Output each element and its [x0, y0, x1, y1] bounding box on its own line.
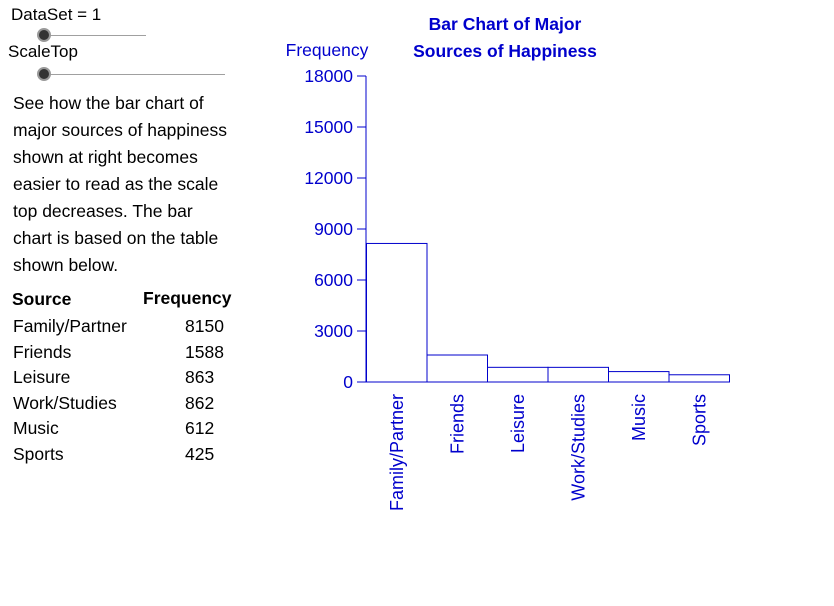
x-tick-label: Work/Studies [568, 394, 588, 501]
description-text: See how the bar chart of major sources o… [13, 93, 227, 275]
x-tick-label: Sports [689, 394, 709, 446]
table-cell-frequency: 612 [185, 418, 215, 438]
x-tick-label: Leisure [508, 394, 528, 453]
dataset-slider-knob[interactable] [37, 28, 51, 42]
bar-sports [668, 374, 730, 383]
x-tick-label: Music [629, 394, 649, 441]
y-tick-label: 15000 [304, 117, 353, 137]
table-cell-source: Sports [13, 443, 64, 464]
y-axis-label: Frequency [286, 40, 369, 60]
table-cell-source: Friends [13, 341, 72, 362]
chart-title-line: Bar Chart of Major [429, 14, 582, 34]
x-tick-label: Family/Partner [387, 394, 407, 511]
table-cell-source: Family/Partner [13, 316, 127, 336]
y-tick-label: 3000 [314, 321, 353, 341]
bar-music [608, 371, 670, 383]
y-tick-label: 9000 [314, 219, 353, 239]
bar-friends [426, 354, 488, 383]
x-tick-label: Friends [447, 394, 467, 454]
y-tick-label: 6000 [314, 270, 353, 290]
table-cell-source: Leisure [13, 367, 71, 387]
scaletop-slider-track[interactable] [44, 74, 225, 75]
bar-leisure [487, 366, 549, 383]
table-header-frequency: Frequency [143, 288, 232, 308]
table-cell-frequency: 863 [185, 367, 215, 387]
scaletop-slider-label: ScaleTop [8, 42, 78, 61]
y-tick-label: 12000 [304, 168, 353, 188]
dataset-slider-label: DataSet = 1 [11, 5, 102, 24]
table-cell-frequency: 8150 [185, 316, 224, 336]
table-cell-frequency: 425 [185, 443, 215, 464]
y-tick-label: 18000 [304, 66, 353, 86]
dataset-slider-track[interactable] [44, 35, 146, 36]
table-header-source: Source [12, 289, 72, 309]
table-cell-source: Music [13, 418, 59, 438]
bar-work-studies [547, 366, 609, 383]
table-cell-frequency: 862 [185, 392, 215, 413]
scaletop-slider-knob[interactable] [37, 67, 51, 81]
y-tick-label: 0 [343, 372, 353, 392]
table-cell-frequency: 1588 [185, 341, 224, 362]
table-cell-source: Work/Studies [13, 392, 117, 413]
bar-family-partner [366, 242, 428, 383]
chart-title-line: Sources of Happiness [413, 41, 597, 61]
